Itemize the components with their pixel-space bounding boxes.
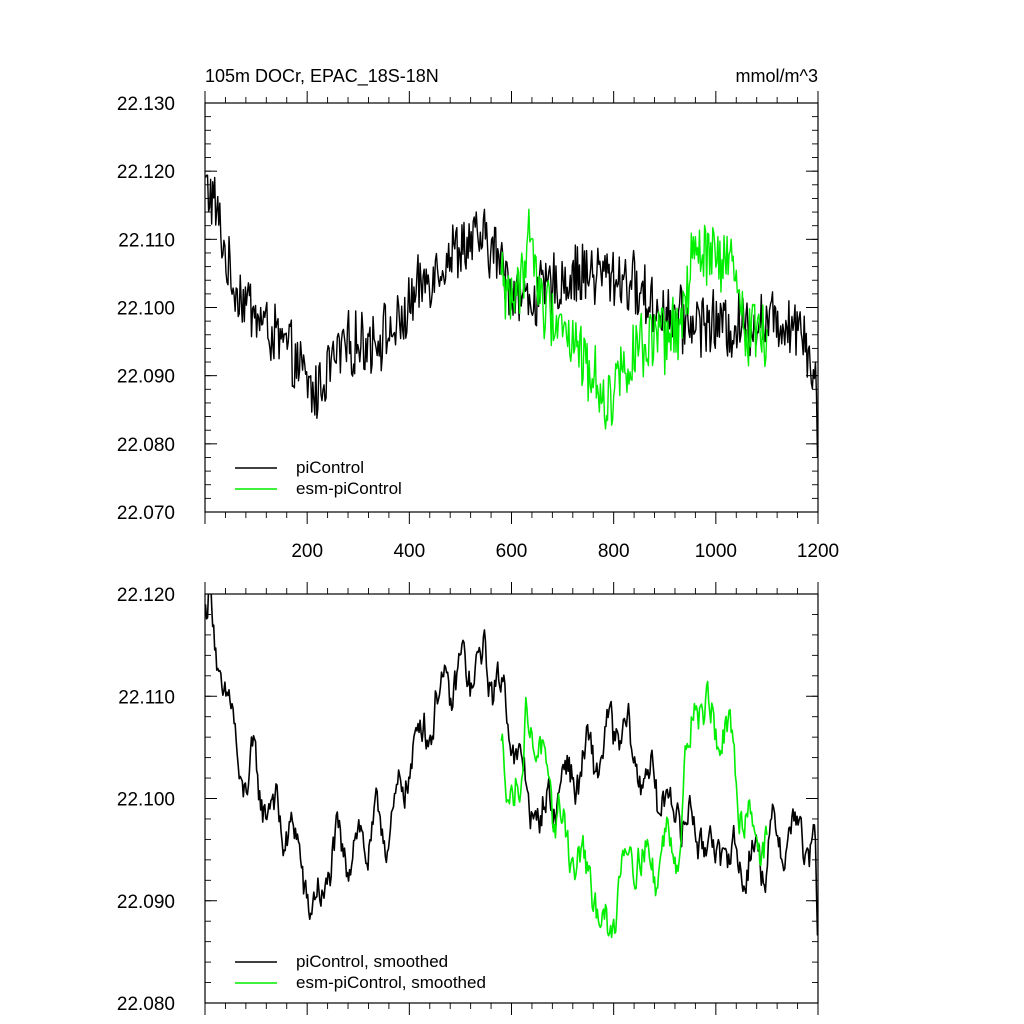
top-chart-title: 105m DOCr, EPAC_18S-18N xyxy=(205,66,439,87)
x-tick-label: 1200 xyxy=(797,541,839,562)
y-tick-label: 22.110 xyxy=(118,687,175,708)
top-chart-panel: 22.070 22.080 22.090 22.100 22.110 22.120 22.1… xyxy=(117,66,839,562)
x-tick-label: 1000 xyxy=(695,541,737,562)
legend-label: piControl, smoothed xyxy=(296,952,448,971)
y-tick-label: 22.100 xyxy=(117,299,175,320)
bottom-legend: piControl, smoothed esm-piControl, smooth… xyxy=(235,952,486,992)
series-line-esm-picontrol xyxy=(500,208,768,430)
bottom-ticks: 22.080 22.090 22.100 22.110 22.120 xyxy=(117,582,819,1015)
series-line-picontrol xyxy=(205,174,818,459)
y-tick-label: 22.080 xyxy=(117,435,175,456)
legend-label: piControl xyxy=(296,458,364,477)
x-tick-label: 800 xyxy=(598,541,630,562)
y-tick-label: 22.130 xyxy=(117,94,175,115)
y-tick-label: 22.110 xyxy=(118,230,175,251)
y-tick-label: 22.080 xyxy=(117,994,175,1015)
bottom-chart-panel: 22.080 22.090 22.100 22.110 22.120 piControl… xyxy=(117,582,819,1015)
top-series-layer xyxy=(205,174,818,459)
series-line-esm-picontrol-smoothed xyxy=(500,680,768,939)
x-tick-label: 200 xyxy=(291,541,323,562)
legend-label: esm-piControl xyxy=(296,479,402,498)
y-tick-label: 22.100 xyxy=(117,790,175,811)
y-tick-label: 22.120 xyxy=(117,585,175,606)
y-tick-label: 22.120 xyxy=(117,162,175,183)
x-tick-label: 600 xyxy=(496,541,528,562)
top-legend: piControl esm-piControl xyxy=(235,458,402,498)
series-line-picontrol-smoothed xyxy=(205,594,818,936)
bottom-series-layer xyxy=(205,594,818,939)
top-ticks: 22.070 22.080 22.090 22.100 22.110 22.120 22.1… xyxy=(117,91,839,562)
bottom-plot-frame xyxy=(204,593,819,1004)
top-chart-units: mmol/m^3 xyxy=(736,66,818,86)
legend-label: esm-piControl, smoothed xyxy=(296,973,486,992)
y-tick-label: 22.070 xyxy=(117,503,175,524)
y-tick-label: 22.090 xyxy=(117,892,175,913)
top-plot-frame xyxy=(204,102,819,513)
y-tick-label: 22.090 xyxy=(117,367,175,388)
x-tick-label: 400 xyxy=(393,541,425,562)
